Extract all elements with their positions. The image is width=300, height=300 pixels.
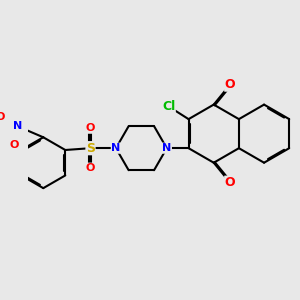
Text: O: O bbox=[86, 163, 95, 173]
Text: S: S bbox=[86, 142, 95, 155]
Text: O: O bbox=[225, 176, 236, 189]
Text: N: N bbox=[13, 122, 22, 131]
Text: O: O bbox=[0, 112, 4, 122]
Text: N: N bbox=[162, 143, 171, 153]
Text: O: O bbox=[225, 78, 236, 91]
Text: N: N bbox=[111, 143, 121, 153]
Text: O: O bbox=[86, 123, 95, 133]
Text: O: O bbox=[10, 140, 19, 150]
Text: Cl: Cl bbox=[162, 100, 175, 113]
